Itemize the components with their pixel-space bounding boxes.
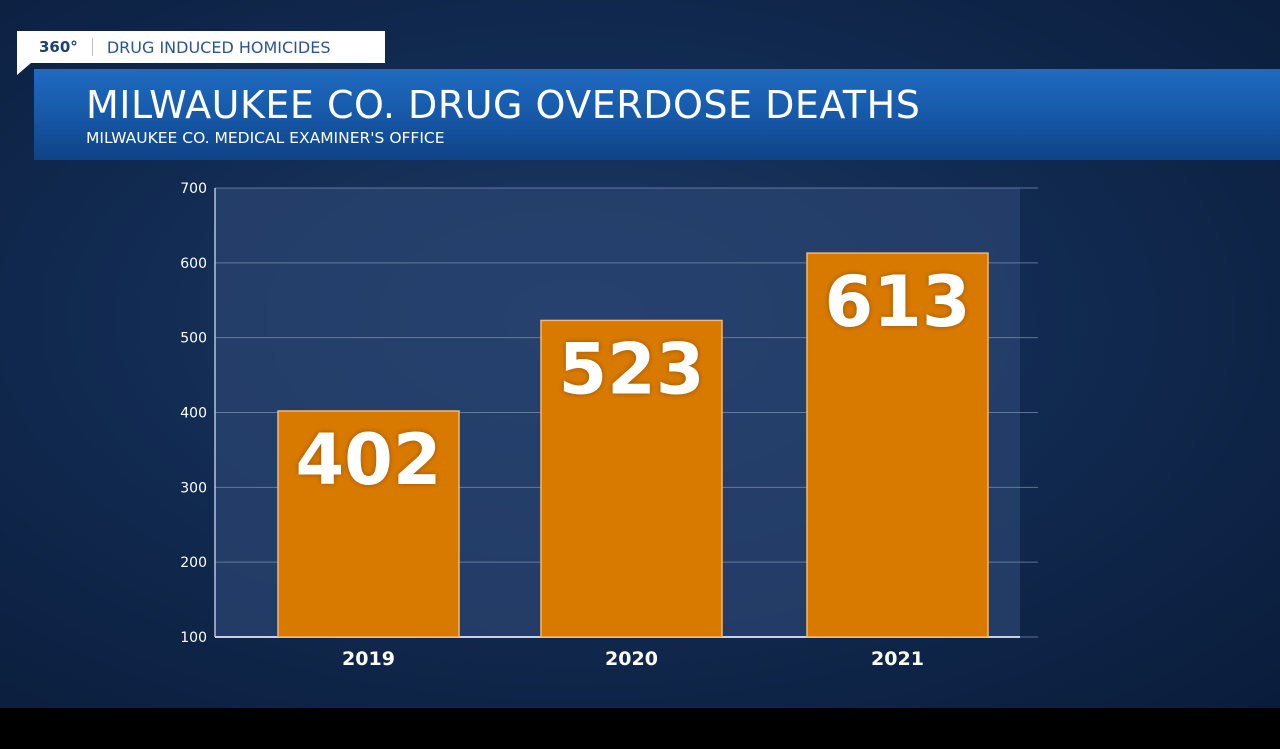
tag-number: 360°: [39, 38, 78, 56]
tag-divider: [91, 38, 93, 56]
title-banner: MILWAUKEE CO. DRUG OVERDOSE DEATHS MILWA…: [34, 69, 1280, 160]
y-tick-label: 600: [180, 256, 207, 272]
bar-2020: [540, 319, 723, 638]
letterbox-bar: [0, 708, 1280, 749]
chart-subtitle: MILWAUKEE CO. MEDICAL EXAMINER'S OFFICE: [86, 129, 445, 147]
x-tick-label: 2021: [871, 648, 924, 670]
bar-2021: [806, 252, 989, 638]
data-label: 523: [558, 328, 704, 410]
y-tick-label: 300: [180, 480, 207, 496]
data-label: 402: [295, 419, 441, 501]
x-tick-label: 2019: [342, 648, 395, 670]
chart-title: MILWAUKEE CO. DRUG OVERDOSE DEATHS: [86, 83, 921, 127]
segment-tag: 360° DRUG INDUCED HOMICIDES: [17, 31, 385, 63]
tag-label: DRUG INDUCED HOMICIDES: [106, 37, 331, 57]
y-tick-label: 200: [180, 555, 207, 571]
data-label: 613: [824, 261, 970, 343]
bar-2019: [277, 410, 460, 638]
y-tick-label: 500: [180, 331, 207, 347]
y-tick-label: 100: [180, 630, 207, 646]
y-tick-label: 700: [180, 181, 207, 197]
bar-chart: 100 200 300 400 500 600 700 402 2019 523 2020 613 20…: [180, 181, 1038, 670]
x-tick-label: 2020: [605, 648, 658, 670]
y-tick-label: 400: [180, 406, 207, 422]
tag-tail: [17, 63, 31, 75]
